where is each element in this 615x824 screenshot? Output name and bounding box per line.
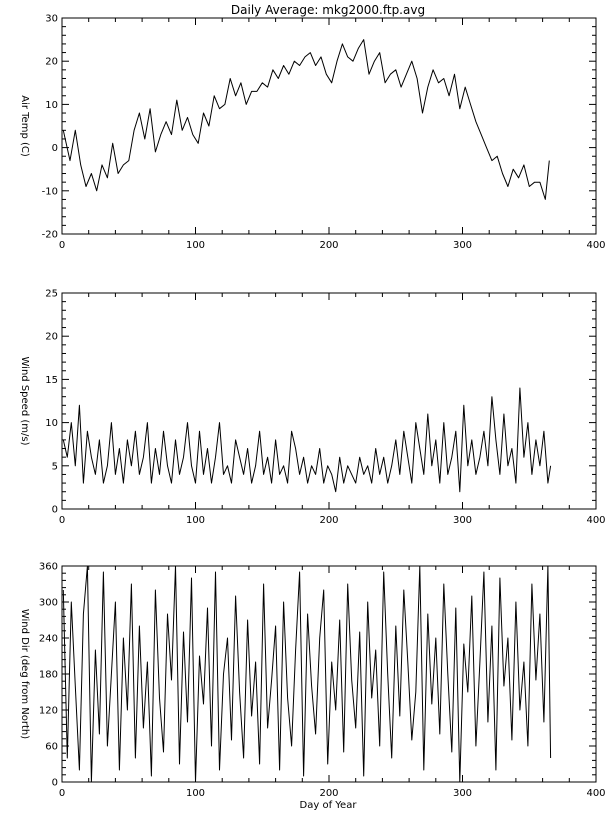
plot-frame: [61, 565, 597, 783]
y-tick-label: 120: [39, 706, 58, 717]
x-tick-label: 300: [453, 240, 472, 251]
x-tick-label: 400: [586, 788, 605, 799]
x-tick-label: 200: [319, 788, 338, 799]
chart-title: Daily Average: mkg2000.ftp.avg: [231, 3, 425, 17]
x-tick-label: 200: [319, 515, 338, 526]
y-tick-label: 240: [39, 634, 58, 645]
y-axis-label: Air Temp (C): [19, 95, 30, 157]
x-tick-label: 400: [586, 515, 605, 526]
y-tick-label: 360: [39, 562, 58, 573]
y-tick-label: 25: [45, 289, 58, 300]
x-tick-label: 300: [453, 788, 472, 799]
x-tick-label: 0: [59, 240, 65, 251]
x-tick-label: 0: [59, 788, 65, 799]
y-tick-label: 15: [45, 375, 58, 386]
y-tick-label: 60: [45, 742, 58, 753]
chart-panel-2: 0 100 200 300 400 0 5 10 15 20 25 Wind Speed (m/s): [19, 289, 606, 527]
y-tick-label: 300: [39, 598, 58, 609]
x-tick-label: 400: [586, 240, 605, 251]
series-line-1: [62, 565, 552, 783]
y-axis-label: Wind Dir (deg from North): [19, 609, 30, 739]
x-tick-label: 0: [59, 515, 65, 526]
series-line-1: [62, 39, 550, 200]
y-tick-label: 20: [45, 57, 58, 68]
y-tick-label: 10: [45, 418, 58, 429]
x-tick-label: 100: [186, 240, 205, 251]
chart-panel-1: 0 100 200 300 400 -20 -10 0 10 20 30 Air Temp (C): [19, 14, 606, 252]
y-tick-label: 0: [52, 505, 58, 516]
y-tick-label: 20: [45, 332, 58, 343]
y-tick-label: 0: [52, 143, 58, 154]
y-tick-label: 10: [45, 100, 58, 111]
x-tick-label: 200: [319, 240, 338, 251]
series-line-1: [62, 387, 552, 493]
x-tick-label: 300: [453, 515, 472, 526]
x-tick-label: 100: [186, 515, 205, 526]
y-tick-label: 0: [52, 778, 58, 789]
y-tick-label: 180: [39, 670, 58, 681]
y-tick-label: 5: [52, 461, 58, 472]
y-tick-label: -10: [42, 186, 58, 197]
y-tick-label: 30: [45, 14, 58, 25]
y-tick-label: -20: [42, 230, 58, 241]
y-axis-label: Wind Speed (m/s): [19, 357, 30, 446]
chart-panel-3: 0 100 200 300 400 0 60 120 180 240 300 360 Wind Dir …: [19, 562, 606, 800]
x-axis-label: Day of Year: [300, 800, 358, 811]
x-tick-label: 100: [186, 788, 205, 799]
